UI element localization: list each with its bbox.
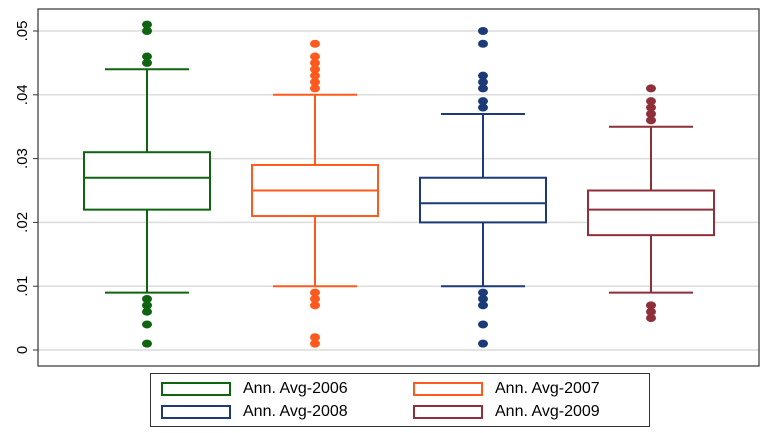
outlier-point (142, 339, 152, 348)
y-tick-label: 0 (14, 346, 31, 354)
legend-swatch-2009 (413, 405, 483, 419)
outlier-point (478, 339, 488, 348)
outlier-point (478, 103, 488, 112)
legend-swatch-2007 (413, 382, 483, 396)
outlier-point (646, 109, 656, 118)
outlier-point (310, 339, 320, 348)
legend-label-2008: Ann. Avg-2008 (243, 403, 348, 420)
y-tick-label: .02 (14, 212, 31, 233)
outlier-point (142, 20, 152, 29)
outlier-point (646, 301, 656, 310)
outlier-point (478, 78, 488, 87)
outlier-point (142, 294, 152, 303)
outlier-point (646, 97, 656, 106)
legend-label-2006: Ann. Avg-2006 (243, 380, 348, 397)
outlier-point (478, 84, 488, 93)
outlier-point (310, 301, 320, 310)
outlier-point (646, 103, 656, 112)
legend-item-2009: Ann. Avg-2009 (413, 403, 600, 421)
legend-label-2007: Ann. Avg-2007 (495, 380, 600, 397)
outlier-point (310, 333, 320, 342)
iqr-box (419, 176, 547, 224)
outlier-point (142, 320, 152, 329)
outlier-point (310, 294, 320, 303)
plot-frame (37, 8, 760, 367)
outlier-point (646, 314, 656, 323)
legend-item-2006: Ann. Avg-2006 (161, 380, 348, 398)
outlier-point (310, 84, 320, 93)
outlier-point (310, 71, 320, 80)
y-tick-label: .01 (14, 276, 31, 297)
outlier-point (478, 27, 488, 35)
outlier-point (478, 294, 488, 303)
outlier-point (142, 27, 152, 35)
outlier-point (478, 39, 488, 48)
outlier-point (478, 320, 488, 329)
outlier-point (310, 65, 320, 74)
iqr-box (83, 151, 211, 211)
legend-item-2008: Ann. Avg-2008 (161, 403, 348, 421)
y-tick-label: .04 (14, 84, 31, 105)
outlier-point (310, 39, 320, 48)
legend-label-2009: Ann. Avg-2009 (495, 403, 600, 420)
outlier-point (478, 71, 488, 80)
outlier-point (646, 307, 656, 316)
outlier-point (142, 301, 152, 310)
legend-swatch-2008 (161, 405, 231, 419)
outlier-point (478, 97, 488, 106)
outlier-point (310, 58, 320, 67)
outlier-point (310, 288, 320, 297)
outlier-point (478, 288, 488, 297)
outlier-point (310, 52, 320, 61)
y-tick-label: .03 (14, 148, 31, 169)
legend: Ann. Avg-2006 Ann. Avg-2007 Ann. Avg-200… (150, 373, 650, 427)
outlier-point (142, 58, 152, 67)
legend-swatch-2006 (161, 382, 231, 396)
outlier-point (646, 84, 656, 93)
outlier-point (142, 307, 152, 316)
outlier-point (142, 52, 152, 61)
legend-item-2007: Ann. Avg-2007 (413, 380, 600, 398)
y-tick-label: .05 (14, 21, 31, 42)
iqr-box (587, 189, 715, 237)
outlier-point (646, 116, 656, 125)
outlier-point (310, 78, 320, 87)
outlier-point (478, 301, 488, 310)
